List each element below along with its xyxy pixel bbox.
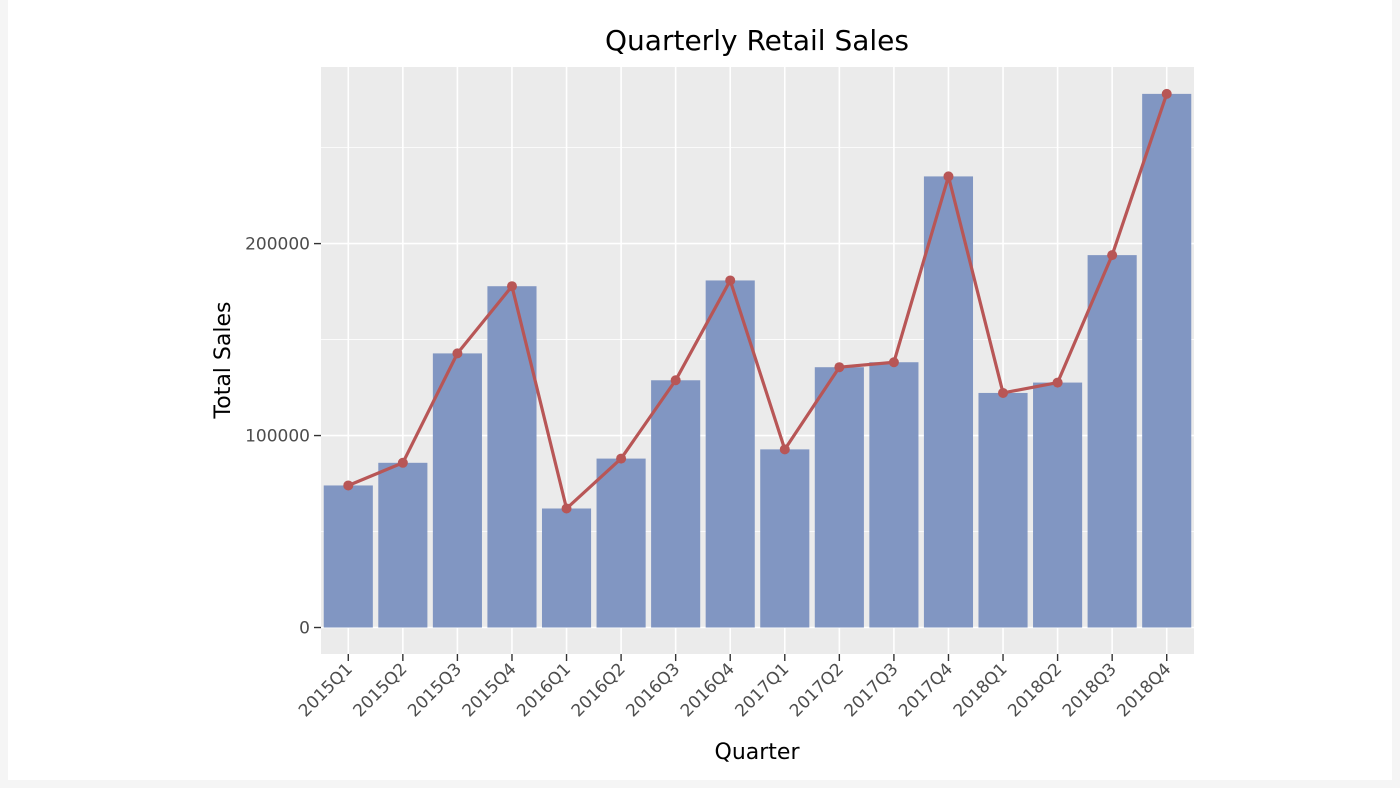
point-2015Q4 (506, 281, 517, 292)
point-2016Q3 (670, 375, 681, 386)
y-tick-label: 200000 (245, 235, 310, 255)
x-tick-label: 2015Q2 (350, 659, 412, 721)
bar-2015Q2 (378, 462, 428, 628)
x-tick-label: 2018Q2 (1004, 659, 1066, 721)
x-axis: 2015Q12015Q22015Q32015Q42016Q12016Q22016… (295, 654, 1175, 721)
point-2017Q4 (943, 171, 954, 182)
point-2018Q2 (1052, 377, 1063, 388)
x-tick-label: 2015Q1 (295, 659, 357, 721)
bar-2018Q1 (978, 392, 1028, 628)
y-axis: 0 100000 200000 (245, 235, 321, 639)
bar-2015Q4 (487, 286, 537, 628)
x-tick-label: 2017Q3 (841, 659, 903, 721)
y-tick-label: 0 (299, 619, 310, 639)
bar-2018Q3 (1087, 255, 1137, 628)
point-2016Q1 (561, 503, 572, 514)
bar-2018Q2 (1033, 382, 1083, 628)
bar-2017Q1 (760, 449, 810, 628)
bar-2016Q4 (705, 280, 755, 628)
x-tick-label: 2017Q2 (786, 659, 848, 721)
bar-2018Q4 (1142, 93, 1192, 628)
x-tick-label: 2016Q1 (513, 659, 575, 721)
point-2017Q3 (888, 357, 899, 368)
y-axis-title: Total Sales (211, 302, 236, 420)
bar-2016Q3 (651, 380, 701, 628)
point-2018Q1 (998, 387, 1009, 398)
bar-2016Q2 (596, 458, 646, 628)
bars (323, 93, 1192, 628)
chart-canvas: Quarterly Retail Sales 0 100000 200000 201… (211, 24, 1194, 765)
x-tick-label: 2017Q4 (895, 659, 957, 721)
y-tick-label: 100000 (245, 427, 310, 447)
point-2015Q1 (343, 480, 354, 491)
point-2018Q4 (1161, 88, 1172, 99)
point-2017Q2 (834, 362, 845, 373)
x-tick-label: 2017Q1 (731, 659, 793, 721)
x-tick-label: 2016Q4 (677, 659, 739, 721)
bar-2015Q3 (432, 353, 482, 628)
bar-2017Q2 (814, 367, 864, 628)
trend-points (343, 88, 1172, 514)
point-2015Q2 (397, 457, 408, 468)
point-2017Q1 (779, 444, 790, 455)
chart-figure: Quarterly Retail Sales 0 100000 200000 201… (8, 0, 1392, 780)
trend-line (347, 93, 1169, 511)
x-tick-label: 2018Q1 (950, 659, 1012, 721)
x-tick-label: 2015Q4 (459, 659, 521, 721)
x-tick-label: 2018Q4 (1113, 659, 1175, 721)
point-2016Q4 (725, 275, 736, 286)
x-tick-label: 2018Q3 (1059, 659, 1121, 721)
x-tick-label: 2016Q2 (568, 659, 630, 721)
chart-title: Quarterly Retail Sales (605, 24, 909, 57)
point-2018Q3 (1107, 250, 1118, 261)
x-tick-label: 2016Q3 (622, 659, 684, 721)
x-tick-label: 2015Q3 (404, 659, 466, 721)
bar-2017Q3 (869, 362, 919, 628)
bar-2015Q1 (323, 485, 373, 628)
x-axis-title: Quarter (715, 740, 801, 765)
point-2015Q3 (452, 348, 463, 359)
bar-2017Q4 (923, 176, 974, 628)
point-2016Q2 (616, 453, 627, 464)
bar-2016Q1 (541, 508, 592, 628)
